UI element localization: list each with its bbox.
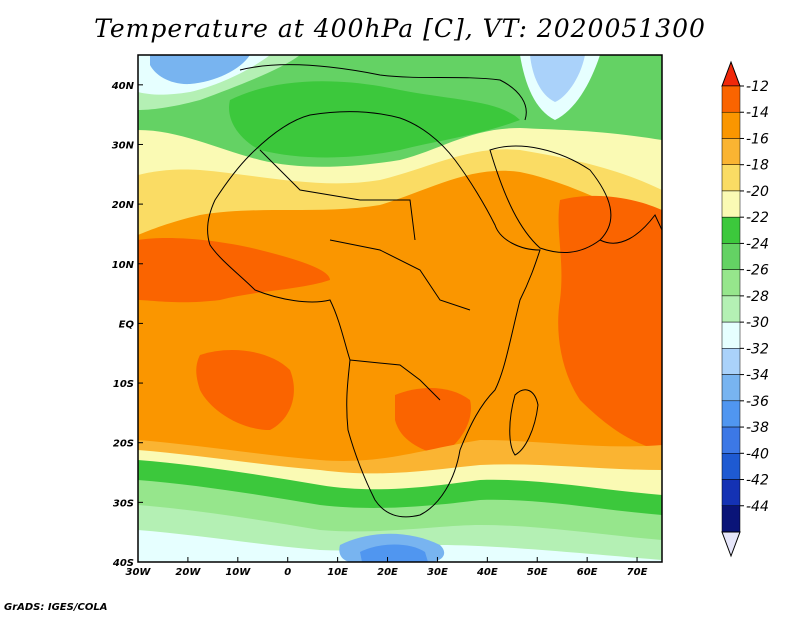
field-east-warm <box>558 195 662 450</box>
field-mozambique-warm <box>395 388 471 455</box>
field-north-darkgreen <box>229 81 520 158</box>
coastlines <box>207 64 662 518</box>
colorbar-box <box>721 138 741 165</box>
colorbar-box <box>721 400 741 428</box>
africa-coastline <box>207 111 541 518</box>
colorbar-box <box>721 190 741 218</box>
lon-tick-label: 60E <box>577 567 598 578</box>
colorbar-box <box>721 269 741 297</box>
asia-coast <box>599 214 662 244</box>
colorbar-label: -16 <box>746 131 769 147</box>
colorbar-top-arrow <box>721 60 741 87</box>
colorbar-label: -14 <box>746 105 769 121</box>
colorbar-label: -34 <box>746 368 769 384</box>
colorbar-label: -44 <box>746 499 769 515</box>
latitude-ticks: 40N 30N 20N 10N EQ 10S 20S 30S 40S <box>111 81 143 569</box>
colorbar-box <box>721 505 741 533</box>
border-sahara <box>259 149 416 241</box>
longitude-ticks: 30W 20W 10W 0 10E 20E 30E 40E 50E 60E 70E <box>126 557 648 578</box>
colorbar-box <box>721 111 741 139</box>
colorbar-box <box>721 164 741 192</box>
colorbar-box <box>721 243 741 270</box>
lat-tick-label: 30N <box>112 140 135 151</box>
lat-tick-label: 40N <box>111 81 135 92</box>
lon-tick-label: 0 <box>284 567 291 578</box>
lon-tick-label: 20W <box>175 567 201 578</box>
colorbar-label: -36 <box>746 394 769 410</box>
temperature-field <box>138 55 662 562</box>
plot-frame <box>137 54 663 563</box>
colorbar-label: -42 <box>746 473 769 489</box>
colorbar-label: -30 <box>746 315 769 331</box>
border-south <box>349 359 441 401</box>
field-southwest-warm <box>196 350 294 430</box>
colorbar-label: -38 <box>746 420 769 436</box>
footer-credit: GrADS: IGES/COLA <box>4 602 108 613</box>
lat-tick-label: 20S <box>113 439 134 450</box>
colorbar-label: -24 <box>746 236 769 252</box>
field-south-deepblue <box>360 544 428 562</box>
colorbar-box <box>721 216 741 244</box>
lon-tick-label: 10E <box>327 567 348 578</box>
lon-tick-label: 20E <box>377 567 398 578</box>
lat-tick-label: 40S <box>112 558 134 569</box>
madagascar <box>509 389 539 456</box>
lat-tick-label: 10N <box>112 260 135 271</box>
lat-tick-label: 10S <box>113 379 134 390</box>
colorbar: -12 -14 -16 -18 -20 -22 -24 -26 -28 -30 -32 -34 -36 -… <box>721 60 769 558</box>
lon-tick-label: 30E <box>427 567 448 578</box>
lat-tick-label: 20N <box>112 200 135 211</box>
colorbar-label: -22 <box>746 210 769 226</box>
border-central <box>329 239 471 311</box>
colorbar-bottom-arrow <box>721 531 741 558</box>
lon-tick-label: 30W <box>126 567 152 578</box>
colorbar-box <box>721 321 741 349</box>
colorbar-label: -32 <box>746 341 769 357</box>
colorbar-label: -18 <box>746 158 769 174</box>
lon-tick-label: 70E <box>627 567 648 578</box>
lon-tick-label: 40E <box>476 567 498 578</box>
lon-tick-label: 50E <box>527 567 548 578</box>
colorbar-label: -28 <box>746 289 769 305</box>
colorbar-box <box>721 85 741 113</box>
colorbar-label: -26 <box>746 263 769 279</box>
colorbar-label: -12 <box>746 79 769 95</box>
colorbar-box <box>721 348 741 375</box>
colorbar-box <box>721 295 741 323</box>
colorbar-box <box>721 426 741 454</box>
europe-coast <box>239 64 527 121</box>
colorbar-box <box>721 453 741 480</box>
lat-tick-label: EQ <box>119 319 135 330</box>
lat-tick-label: 30S <box>113 498 134 509</box>
field-ne-blue <box>530 55 585 102</box>
colorbar-label: -40 <box>746 446 769 462</box>
colorbar-box <box>721 479 741 507</box>
field-south-cyan <box>138 530 662 562</box>
colorbar-label: -20 <box>746 184 769 200</box>
lon-tick-label: 10W <box>225 567 251 578</box>
field-nw-blue <box>150 55 250 85</box>
colorbar-box <box>721 374 741 402</box>
chart-title: Temperature at 400hPa [C], VT: 202005130… <box>94 14 706 43</box>
